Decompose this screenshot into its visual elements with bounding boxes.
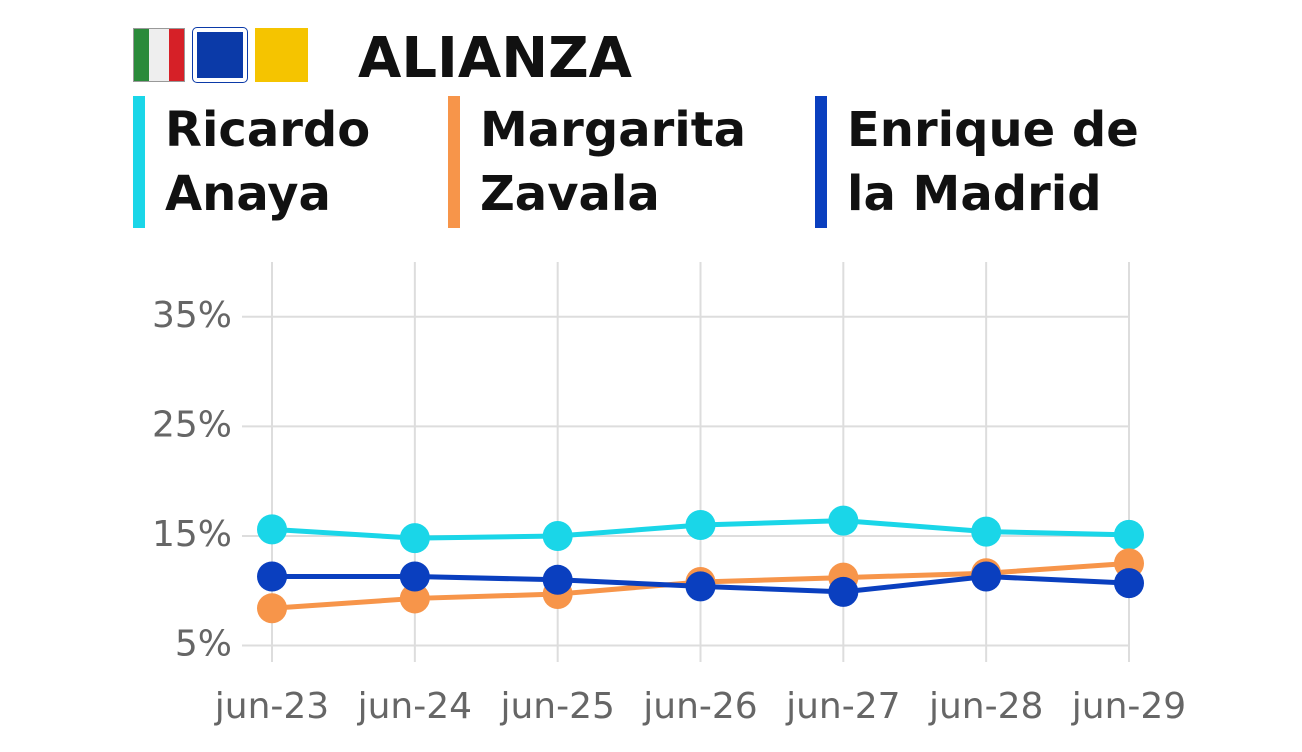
logos [133,27,308,83]
x-tick-label: jun-26 [642,686,757,727]
data-point [1114,568,1144,599]
x-tick-label: jun-24 [357,686,472,727]
data-point [685,510,716,541]
x-tick-label: jun-23 [214,686,329,727]
data-point [971,561,1002,592]
data-point [257,514,287,545]
logo-pri [255,28,308,82]
legend-item: Margarita Zavala [448,96,790,228]
x-tick-label: jun-25 [499,686,614,727]
data-point [1114,519,1144,550]
data-point [828,505,859,536]
data-point [542,564,573,595]
y-tick-label: 5% [175,624,232,665]
y-tick-label: 15% [152,514,232,555]
x-tick-label: jun-28 [928,686,1043,727]
data-point [971,516,1002,547]
legend-swatch [815,96,827,228]
legend-label: Enrique de la Madrid [847,102,1139,222]
data-point [399,561,430,592]
logo-prd [133,28,185,82]
data-point [685,571,716,602]
data-point [257,561,287,592]
chart-title: ALIANZA [358,26,633,91]
legend-label: Ricardo Anaya [165,102,371,222]
data-point [542,520,573,551]
x-tick-label: jun-27 [785,686,900,727]
logo-pan [192,27,248,83]
y-tick-label: 35% [152,295,232,336]
data-point [257,593,287,624]
y-tick-label: 25% [152,404,232,445]
legend-swatch [133,96,145,228]
data-point [828,576,859,607]
legend-item: Ricardo Anaya [133,96,425,228]
x-tick-label: jun-29 [1071,686,1186,727]
data-point [399,523,430,554]
data-point [399,583,430,614]
legend-item: Enrique de la Madrid [815,96,1192,228]
legend-label: Margarita Zavala [480,102,747,222]
legend-swatch [448,96,460,228]
